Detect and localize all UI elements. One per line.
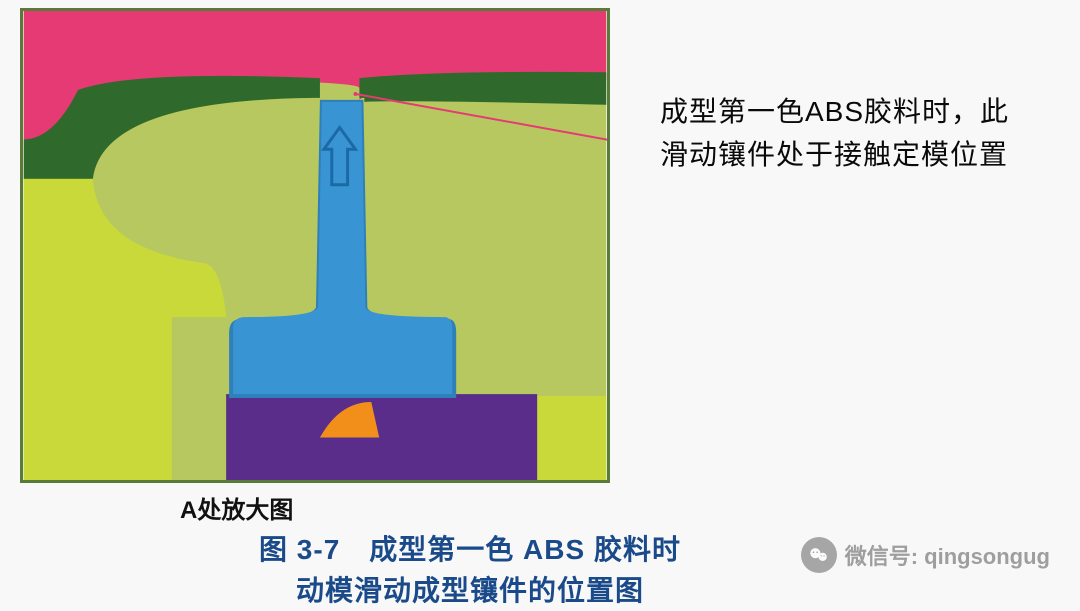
caption-line-2: 动模滑动成型镶件的位置图 [296,575,644,606]
figure-svg [23,11,607,480]
callout-dot [354,92,358,96]
region-purple-block [226,394,537,480]
sub-caption: A处放大图 [180,490,293,525]
caption-line-1: 图 3-7 成型第一色 ABS 胶料时 [259,534,681,565]
region-dark-green-right [359,72,606,105]
wechat-icon [801,537,837,573]
figure-caption: 图 3-7 成型第一色 ABS 胶料时 动模滑动成型镶件的位置图 [150,530,790,611]
figure-container [20,8,610,483]
watermark-text: 微信号: qingsongug [845,539,1050,571]
region-lime-right-bottom [537,396,606,480]
callout-text: 成型第一色ABS胶料时，此滑动镶件处于接触定模位置 [660,90,1010,177]
watermark: 微信号: qingsongug [801,537,1050,573]
